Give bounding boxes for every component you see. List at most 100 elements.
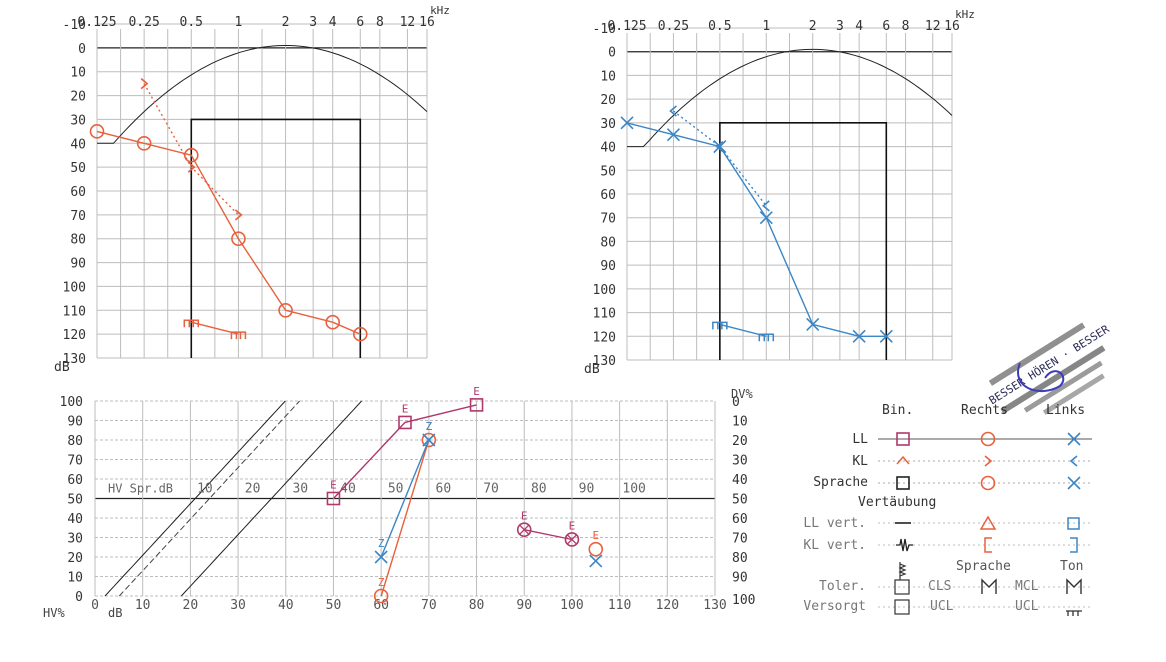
ag-right-ytick-2: 10 <box>70 66 86 81</box>
speech-point-4-0 <box>588 541 604 557</box>
legend-llvert-links <box>1067 517 1080 530</box>
ag-right-point-2-1 <box>230 331 247 340</box>
speech-ytick-left-8: 80 <box>67 434 83 449</box>
speech-xtick-4: 40 <box>278 598 294 613</box>
ag-left-point-1-1 <box>715 140 724 153</box>
speech-ytick-right-7: 30 <box>732 454 748 469</box>
legend-sprache-bin-shape <box>896 476 910 490</box>
legend: Bin. Rechts Links LL KL Sprache Vertäubu… <box>803 403 1085 614</box>
legend-ll-links <box>1067 432 1081 446</box>
legend-row-kl-vert: KL vert. <box>803 538 866 553</box>
ag-right-point-0-0 <box>89 124 105 139</box>
ag-left-ylabel: dB <box>584 362 600 377</box>
ag-left-point-2-1 <box>758 333 775 342</box>
ag-right-point-1-0 <box>140 78 149 90</box>
ag-left-xtick-3: 1 <box>762 19 770 34</box>
speech-ytick-left-5: 50 <box>67 493 83 508</box>
speech-ytick-right-3: 70 <box>732 532 748 547</box>
speech-point-letter-0-2: E <box>473 385 480 398</box>
legend-ll-links-shape <box>1067 432 1081 446</box>
ag-right-point-0-5 <box>325 314 341 330</box>
ag-left-xtick-7: 6 <box>882 19 890 34</box>
ag-right-ylabel: dB <box>54 360 70 375</box>
ag-left-ytick-11: 100 <box>593 283 616 298</box>
ag-left-ytick-5: 40 <box>600 141 616 156</box>
speech-ytick-left-6: 60 <box>67 473 83 488</box>
legend-versorgt: Versorgt <box>803 599 866 614</box>
ag-left-point-1-0-shape <box>669 105 677 117</box>
ag-right-ytick-4: 30 <box>70 113 86 128</box>
ag-left-point-0-4 <box>806 317 820 331</box>
ag-right-point-0-4-shape <box>278 302 293 318</box>
speech-point-5-0-shape <box>589 554 603 568</box>
legend-llvert-rechts <box>979 515 997 530</box>
speech-ytick-right-8: 20 <box>732 434 748 449</box>
ag-right-xtick-6: 4 <box>329 15 337 30</box>
ag-left-point-0-2 <box>713 140 727 154</box>
legend-mcl: MCL <box>1015 579 1039 594</box>
speech-series-line-2 <box>380 439 430 558</box>
ag-right-speech-box <box>190 118 362 358</box>
speech-hvtick-2: 20 <box>245 482 261 497</box>
ag-right-point-2-0-shape <box>183 319 200 328</box>
speech-hvtick-5: 50 <box>388 482 404 497</box>
speech-hv-label: HV Spr.dB <box>108 482 173 496</box>
legend-row-kl: KL <box>852 454 868 469</box>
ag-left-xtick-2: 0.5 <box>708 19 731 34</box>
ag-left-xtick-1: 0.25 <box>658 19 689 34</box>
speech-ticks: 0102030405060708090100100908070605040302… <box>43 387 755 620</box>
speech-point-1-0 <box>373 588 389 604</box>
legend-toler-box <box>894 579 910 595</box>
ag-left-point-1-2 <box>762 200 770 212</box>
speech-point-3-0 <box>516 522 532 538</box>
speech-xtick-2: 20 <box>183 598 199 613</box>
ag-right-xtick-2: 0.5 <box>180 15 203 30</box>
speech-ytick-right-2: 80 <box>732 551 748 566</box>
audiogram-left-ear: 0.125 0.25 0.5 1 2 3 4 6 8 12 16kHz-10010203040506… <box>584 8 975 377</box>
speech-point-letter-3-1: E <box>569 519 576 532</box>
speech-xtick-0: 0 <box>91 598 99 613</box>
legend-ucl-1: UCL <box>930 599 954 614</box>
ag-left-point-0-0 <box>620 116 634 130</box>
speech-ytick-left-1: 10 <box>67 571 83 586</box>
ag-left-point-1-2-shape <box>762 200 770 212</box>
ag-right-point-0-2-shape <box>183 147 199 163</box>
speech-ytick-right-4: 60 <box>732 512 748 527</box>
speech-hvtick-7: 70 <box>483 482 499 497</box>
legend-ll-bin-shape <box>896 432 910 446</box>
speech-point-3-1 <box>564 532 580 547</box>
speech-audiogram: 0102030405060708090100100908070605040302… <box>43 385 755 620</box>
audiogram-right-marks <box>89 78 368 342</box>
ag-left-ytick-6: 50 <box>600 164 616 179</box>
legend-kl-rechts <box>984 455 993 467</box>
ag-left-series-line-0 <box>626 122 887 337</box>
ag-left-point-0-4-shape <box>806 317 820 331</box>
speech-xtick-9: 90 <box>516 598 532 613</box>
speech-point-letter-4-0: E <box>592 529 599 542</box>
ag-right-ytick-1: 0 <box>78 42 86 57</box>
ag-right-point-0-3-shape <box>231 231 246 247</box>
speech-point-letter-0-0: E <box>330 479 337 492</box>
legend-kl-links <box>1069 455 1078 467</box>
ag-left-xtick-0: 0.125 <box>607 19 646 34</box>
speech-point-2-1-shape <box>422 433 436 447</box>
ag-left-xtick-5: 3 <box>836 19 844 34</box>
ag-right-ytick-14: 130 <box>63 352 86 367</box>
speech-point-letter-2-0: Z <box>378 537 385 550</box>
ag-left-xtick-8: 8 <box>902 19 910 34</box>
ag-left-ytick-8: 70 <box>600 212 616 227</box>
speech-point-letter-2-1: Z <box>426 420 433 433</box>
ag-right-series-line-1 <box>143 83 239 216</box>
ag-left-point-1-0 <box>669 105 677 117</box>
speech-ytick-left-7: 70 <box>67 454 83 469</box>
legend-klvert-links <box>1070 537 1078 553</box>
legend-row-ll: LL <box>852 432 868 447</box>
speech-point-2-1 <box>422 433 436 447</box>
speech-point-0-1-shape <box>398 415 412 430</box>
ag-left-xtick-9: 12 <box>925 19 941 34</box>
ag-right-series-line-0 <box>96 130 361 335</box>
speech-point-letter-0-1: E <box>402 402 409 415</box>
audiogram-left-ticks: 0.125 0.25 0.5 1 2 3 4 6 8 12 16kHz-10010203040506… <box>584 8 975 377</box>
ag-right-point-1-2-shape <box>234 209 243 221</box>
